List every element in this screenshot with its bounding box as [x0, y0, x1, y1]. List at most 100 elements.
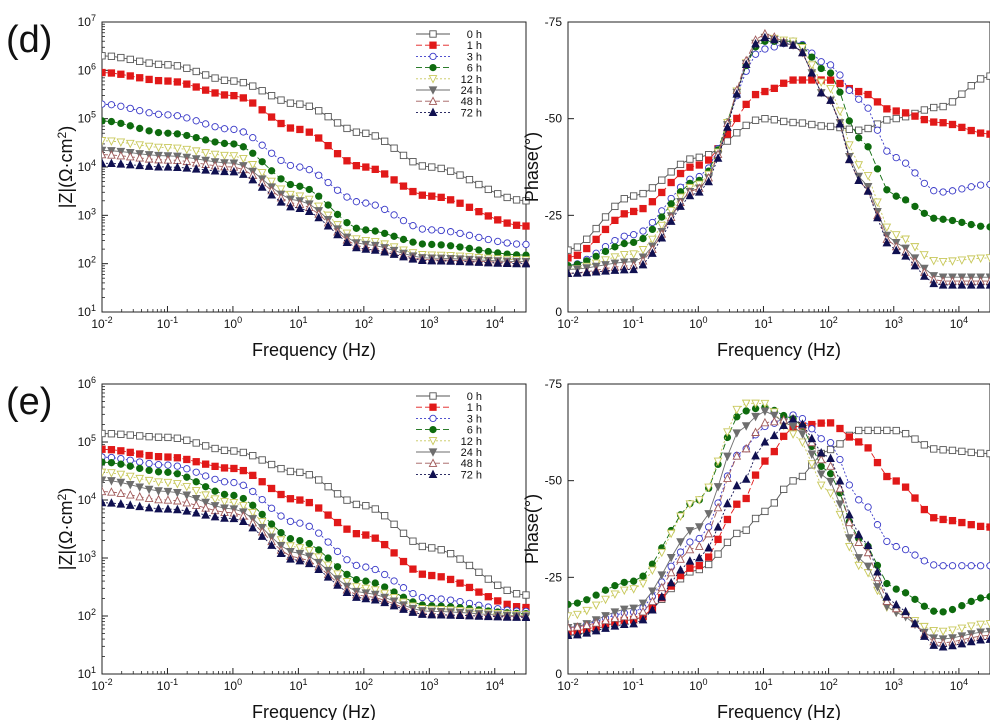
data-point	[629, 577, 638, 585]
data-point	[117, 447, 125, 455]
data-point	[229, 152, 239, 161]
data-point	[102, 158, 107, 167]
data-point	[920, 505, 929, 514]
data-point	[314, 202, 324, 212]
data-point	[192, 458, 200, 466]
data-point	[873, 98, 882, 106]
data-point	[873, 120, 882, 128]
data-point	[568, 630, 573, 639]
series-line-3h	[568, 40, 990, 267]
data-point	[304, 558, 314, 568]
data-point	[418, 162, 427, 170]
data-point	[305, 539, 313, 548]
data-point	[201, 71, 210, 79]
data-point	[601, 256, 610, 265]
data-point	[723, 122, 732, 131]
data-point	[474, 257, 484, 266]
data-point	[296, 163, 304, 171]
data-point	[475, 568, 483, 576]
data-point	[808, 120, 816, 129]
data-point	[125, 490, 135, 499]
data-point	[522, 222, 530, 230]
data-point	[145, 109, 153, 117]
data-point	[676, 201, 685, 210]
data-point	[629, 231, 638, 239]
data-point	[911, 112, 919, 120]
data-point	[342, 237, 352, 247]
y-tick-label: -25	[545, 208, 563, 222]
data-point	[390, 211, 398, 219]
data-point	[666, 529, 676, 539]
data-point	[920, 179, 929, 187]
y-tick-label: 102	[78, 607, 96, 623]
data-point	[173, 462, 182, 470]
data-point	[901, 109, 910, 117]
series-line-48h	[568, 418, 990, 644]
data-point	[522, 591, 530, 599]
data-point	[930, 607, 938, 615]
data-point	[107, 101, 116, 109]
data-point	[230, 91, 238, 100]
data-point	[591, 601, 601, 611]
data-point	[958, 90, 966, 98]
x-tick-label: 102	[819, 677, 837, 693]
data-point	[751, 399, 760, 409]
legend-marker	[428, 437, 438, 446]
data-point	[456, 579, 464, 587]
data-point	[428, 226, 436, 234]
data-point	[116, 159, 126, 168]
data-point	[173, 470, 182, 478]
data-point	[220, 498, 229, 507]
data-point	[428, 163, 436, 171]
data-point	[126, 456, 134, 464]
data-point	[164, 61, 172, 69]
data-point	[296, 100, 304, 108]
data-point	[371, 201, 379, 209]
data-point	[182, 163, 192, 172]
data-point	[741, 399, 751, 409]
data-point	[380, 247, 390, 256]
data-point	[102, 445, 106, 453]
data-point	[798, 76, 807, 84]
data-point	[611, 581, 619, 590]
data-point	[164, 453, 172, 461]
data-point	[465, 610, 474, 620]
data-point	[882, 223, 892, 233]
data-point	[844, 509, 854, 519]
x-tick-label: 104	[950, 315, 968, 331]
data-point	[211, 475, 219, 484]
data-point	[666, 553, 676, 563]
data-point	[277, 96, 285, 104]
data-point	[770, 499, 778, 507]
data-point	[399, 557, 408, 566]
data-point	[446, 575, 455, 584]
series-line-72h	[568, 37, 990, 286]
data-point	[437, 164, 445, 173]
data-point	[958, 123, 966, 132]
data-point	[901, 235, 910, 244]
data-point	[465, 583, 474, 592]
data-point	[657, 221, 667, 231]
data-point	[751, 450, 760, 460]
data-point	[985, 254, 990, 263]
data-point	[389, 249, 399, 258]
data-point	[855, 126, 863, 134]
data-point	[211, 89, 219, 97]
data-point	[446, 196, 455, 204]
data-point	[864, 90, 872, 99]
chart-e-bode: (e) 10-2 10-1 100 101 102 103 104 101 102 103 104 10…	[6, 375, 530, 720]
data-point	[966, 255, 976, 264]
data-point	[173, 130, 182, 138]
data-point	[807, 450, 817, 459]
data-point	[286, 190, 295, 200]
data-point	[484, 185, 492, 194]
data-point	[304, 206, 314, 215]
legend-label: 3 h	[467, 51, 482, 63]
data-point	[145, 466, 153, 475]
data-point	[296, 496, 304, 504]
legend-marker	[429, 403, 437, 411]
data-point	[967, 126, 975, 135]
data-point	[760, 32, 770, 42]
data-point	[610, 253, 620, 262]
